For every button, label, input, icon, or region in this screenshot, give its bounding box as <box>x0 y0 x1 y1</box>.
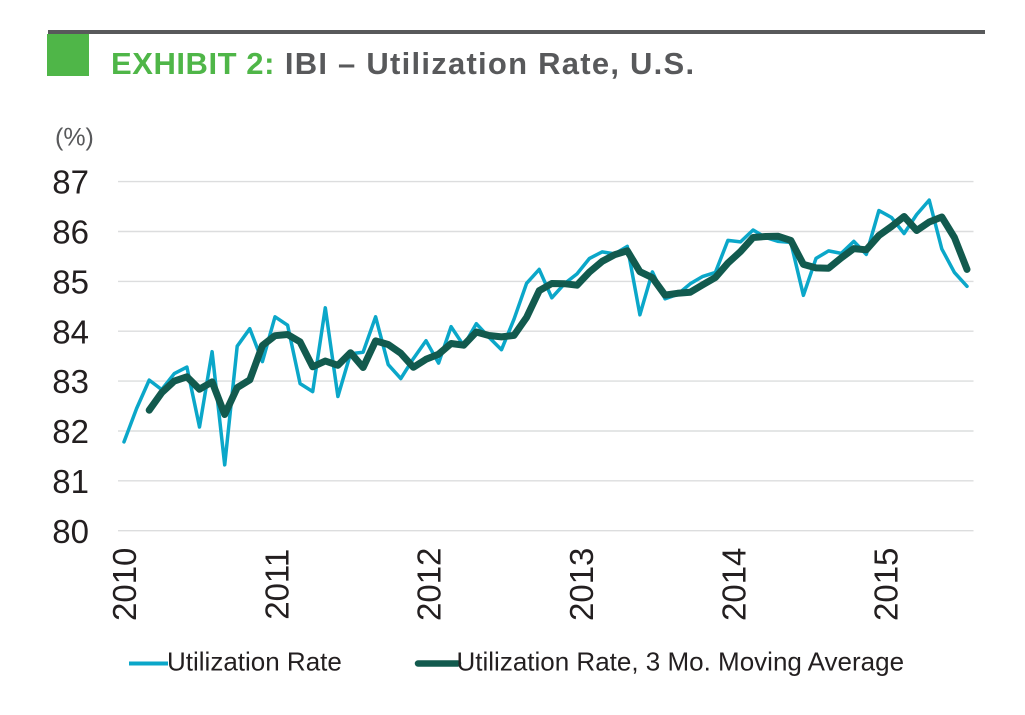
svg-text:Utilization Rate: Utilization Rate <box>167 647 342 677</box>
svg-text:85: 85 <box>52 264 89 301</box>
svg-text:Utilization Rate, 3 Mo. Moving: Utilization Rate, 3 Mo. Moving Average <box>457 647 905 677</box>
svg-text:2013: 2013 <box>563 548 600 621</box>
svg-text:2010: 2010 <box>106 548 143 621</box>
svg-text:2011: 2011 <box>258 549 295 620</box>
svg-text:81: 81 <box>52 463 89 500</box>
svg-text:86: 86 <box>52 214 89 251</box>
svg-text:87: 87 <box>52 164 89 201</box>
svg-text:82: 82 <box>52 413 89 450</box>
svg-text:(%): (%) <box>55 124 94 152</box>
svg-text:2015: 2015 <box>868 548 905 621</box>
svg-text:2012: 2012 <box>411 548 448 621</box>
svg-text:83: 83 <box>52 363 89 400</box>
svg-text:84: 84 <box>52 313 89 350</box>
svg-text:2014: 2014 <box>715 548 752 621</box>
svg-text:80: 80 <box>52 513 89 550</box>
